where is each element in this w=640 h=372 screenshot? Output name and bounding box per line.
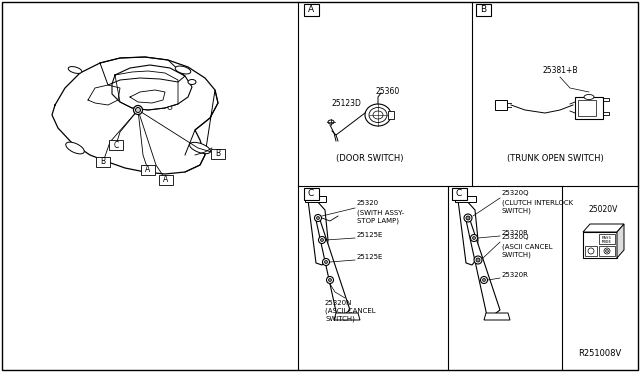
Ellipse shape — [188, 80, 196, 84]
Polygon shape — [308, 200, 328, 265]
Ellipse shape — [134, 106, 143, 115]
Bar — [578, 100, 596, 116]
Text: C: C — [113, 141, 118, 150]
Ellipse shape — [136, 108, 141, 112]
Polygon shape — [583, 224, 624, 232]
Text: 25320N: 25320N — [325, 300, 353, 306]
Ellipse shape — [476, 258, 480, 262]
Bar — [575, 97, 603, 119]
Text: A: A — [163, 176, 168, 185]
Bar — [585, 246, 597, 256]
Polygon shape — [484, 313, 510, 320]
Ellipse shape — [328, 120, 334, 124]
Text: A: A — [145, 166, 150, 174]
Ellipse shape — [323, 259, 330, 266]
Ellipse shape — [317, 217, 319, 219]
Text: 25381+B: 25381+B — [542, 66, 578, 75]
Bar — [303, 188, 319, 200]
Text: 25360: 25360 — [375, 87, 399, 96]
Ellipse shape — [483, 279, 486, 282]
Ellipse shape — [604, 248, 610, 254]
Polygon shape — [466, 220, 500, 316]
Bar — [599, 234, 615, 244]
Text: PASS: PASS — [602, 236, 612, 240]
Ellipse shape — [314, 215, 321, 221]
Text: (SWITH ASSY-: (SWITH ASSY- — [357, 210, 404, 217]
Text: R251008V: R251008V — [579, 349, 621, 358]
Bar — [495, 100, 507, 110]
Bar — [141, 165, 155, 175]
Text: STOP LAMP): STOP LAMP) — [357, 218, 399, 224]
Text: SWITCH): SWITCH) — [325, 316, 355, 323]
Text: 25320: 25320 — [357, 200, 379, 206]
Polygon shape — [458, 200, 478, 265]
Text: (TRUNK OPEN SWITCH): (TRUNK OPEN SWITCH) — [507, 154, 604, 163]
Bar — [451, 188, 467, 200]
Ellipse shape — [319, 237, 326, 244]
Bar — [109, 140, 123, 150]
Polygon shape — [334, 313, 360, 320]
Ellipse shape — [588, 248, 594, 254]
Ellipse shape — [324, 260, 328, 263]
Ellipse shape — [481, 276, 488, 283]
Text: 25320Q: 25320Q — [502, 234, 529, 240]
Ellipse shape — [175, 66, 191, 74]
Ellipse shape — [373, 111, 383, 119]
Polygon shape — [617, 224, 624, 258]
Polygon shape — [316, 220, 350, 316]
Ellipse shape — [189, 142, 211, 154]
Text: (CLUTCH INTERLOCK: (CLUTCH INTERLOCK — [502, 200, 573, 206]
Text: B: B — [480, 6, 486, 15]
Text: 25123D: 25123D — [332, 99, 362, 108]
Text: SWITCH): SWITCH) — [502, 252, 532, 259]
Polygon shape — [455, 196, 476, 202]
Text: MODE: MODE — [602, 240, 612, 244]
Text: (ASCII CANCEL: (ASCII CANCEL — [502, 244, 552, 250]
Bar — [159, 175, 173, 185]
Bar — [303, 4, 319, 16]
Ellipse shape — [472, 237, 476, 240]
Text: 25320Q: 25320Q — [502, 190, 529, 196]
Ellipse shape — [605, 250, 609, 253]
Ellipse shape — [369, 108, 387, 122]
Ellipse shape — [464, 214, 472, 222]
Text: 25320R: 25320R — [502, 272, 529, 278]
Text: 25020V: 25020V — [588, 205, 618, 214]
Text: C: C — [308, 189, 314, 199]
Bar — [211, 149, 225, 159]
Ellipse shape — [328, 279, 332, 282]
Ellipse shape — [326, 276, 333, 283]
Ellipse shape — [168, 106, 172, 109]
Ellipse shape — [68, 67, 82, 73]
Ellipse shape — [474, 256, 482, 264]
Text: 25320R: 25320R — [502, 230, 529, 236]
Bar — [476, 4, 490, 16]
Text: A: A — [308, 6, 314, 15]
Ellipse shape — [365, 104, 391, 126]
Text: B: B — [216, 150, 221, 158]
Ellipse shape — [66, 142, 84, 154]
Text: SWITCH): SWITCH) — [502, 208, 532, 215]
Polygon shape — [305, 196, 326, 202]
Ellipse shape — [466, 216, 470, 220]
Text: (ASCII CANCEL: (ASCII CANCEL — [325, 308, 376, 314]
Bar — [599, 246, 615, 256]
Text: (DOOR SWITCH): (DOOR SWITCH) — [336, 154, 404, 163]
Bar — [96, 157, 110, 167]
Ellipse shape — [584, 94, 594, 99]
Ellipse shape — [470, 234, 477, 241]
Text: C: C — [456, 189, 462, 199]
Text: B: B — [100, 157, 106, 167]
Bar — [583, 232, 617, 258]
Ellipse shape — [321, 238, 323, 241]
Text: 25125E: 25125E — [357, 232, 383, 238]
Bar — [388, 111, 394, 119]
Text: 25125E: 25125E — [357, 254, 383, 260]
